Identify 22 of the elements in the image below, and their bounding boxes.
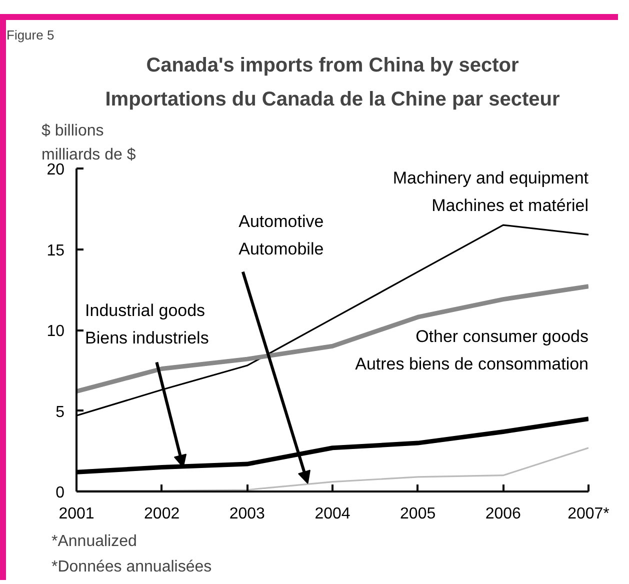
y-tick-label: 0 xyxy=(56,484,65,502)
line-series xyxy=(76,284,588,394)
x-tick-label: 2005 xyxy=(400,506,436,522)
x-tick-label: 2001 xyxy=(58,506,94,522)
y-axis-title: $ billions milliards de $ xyxy=(42,122,136,164)
text: *Annualized *Données annualisées xyxy=(52,533,212,576)
x-tick-label: 2006 xyxy=(485,506,522,522)
text: Industrial goods Biens industriels xyxy=(85,300,209,348)
x-tick-label: 2004 xyxy=(314,506,350,522)
x-tick-label: 2003 xyxy=(229,506,266,522)
series-label: Other consumer goods Autres biens de consommation xyxy=(355,326,589,374)
y-tick-label: 10 xyxy=(46,323,65,340)
y-tick-label: 5 xyxy=(56,404,65,421)
caption: Figure 5 xyxy=(6,28,54,42)
x-tick-label: 2007* xyxy=(568,506,610,522)
chart-subtitle: Importations du Canada de la Chine par secteur xyxy=(105,88,560,110)
series-label: Machinery and equipment Machines et matériel xyxy=(392,168,589,216)
y-tick-label: 15 xyxy=(46,242,65,260)
text: Automotive Automobile xyxy=(238,212,324,259)
y-tick-label: 20 xyxy=(46,162,65,178)
x-tick-label: 2002 xyxy=(144,506,180,522)
chart-title: Canada's imports from China by sector xyxy=(146,54,520,76)
